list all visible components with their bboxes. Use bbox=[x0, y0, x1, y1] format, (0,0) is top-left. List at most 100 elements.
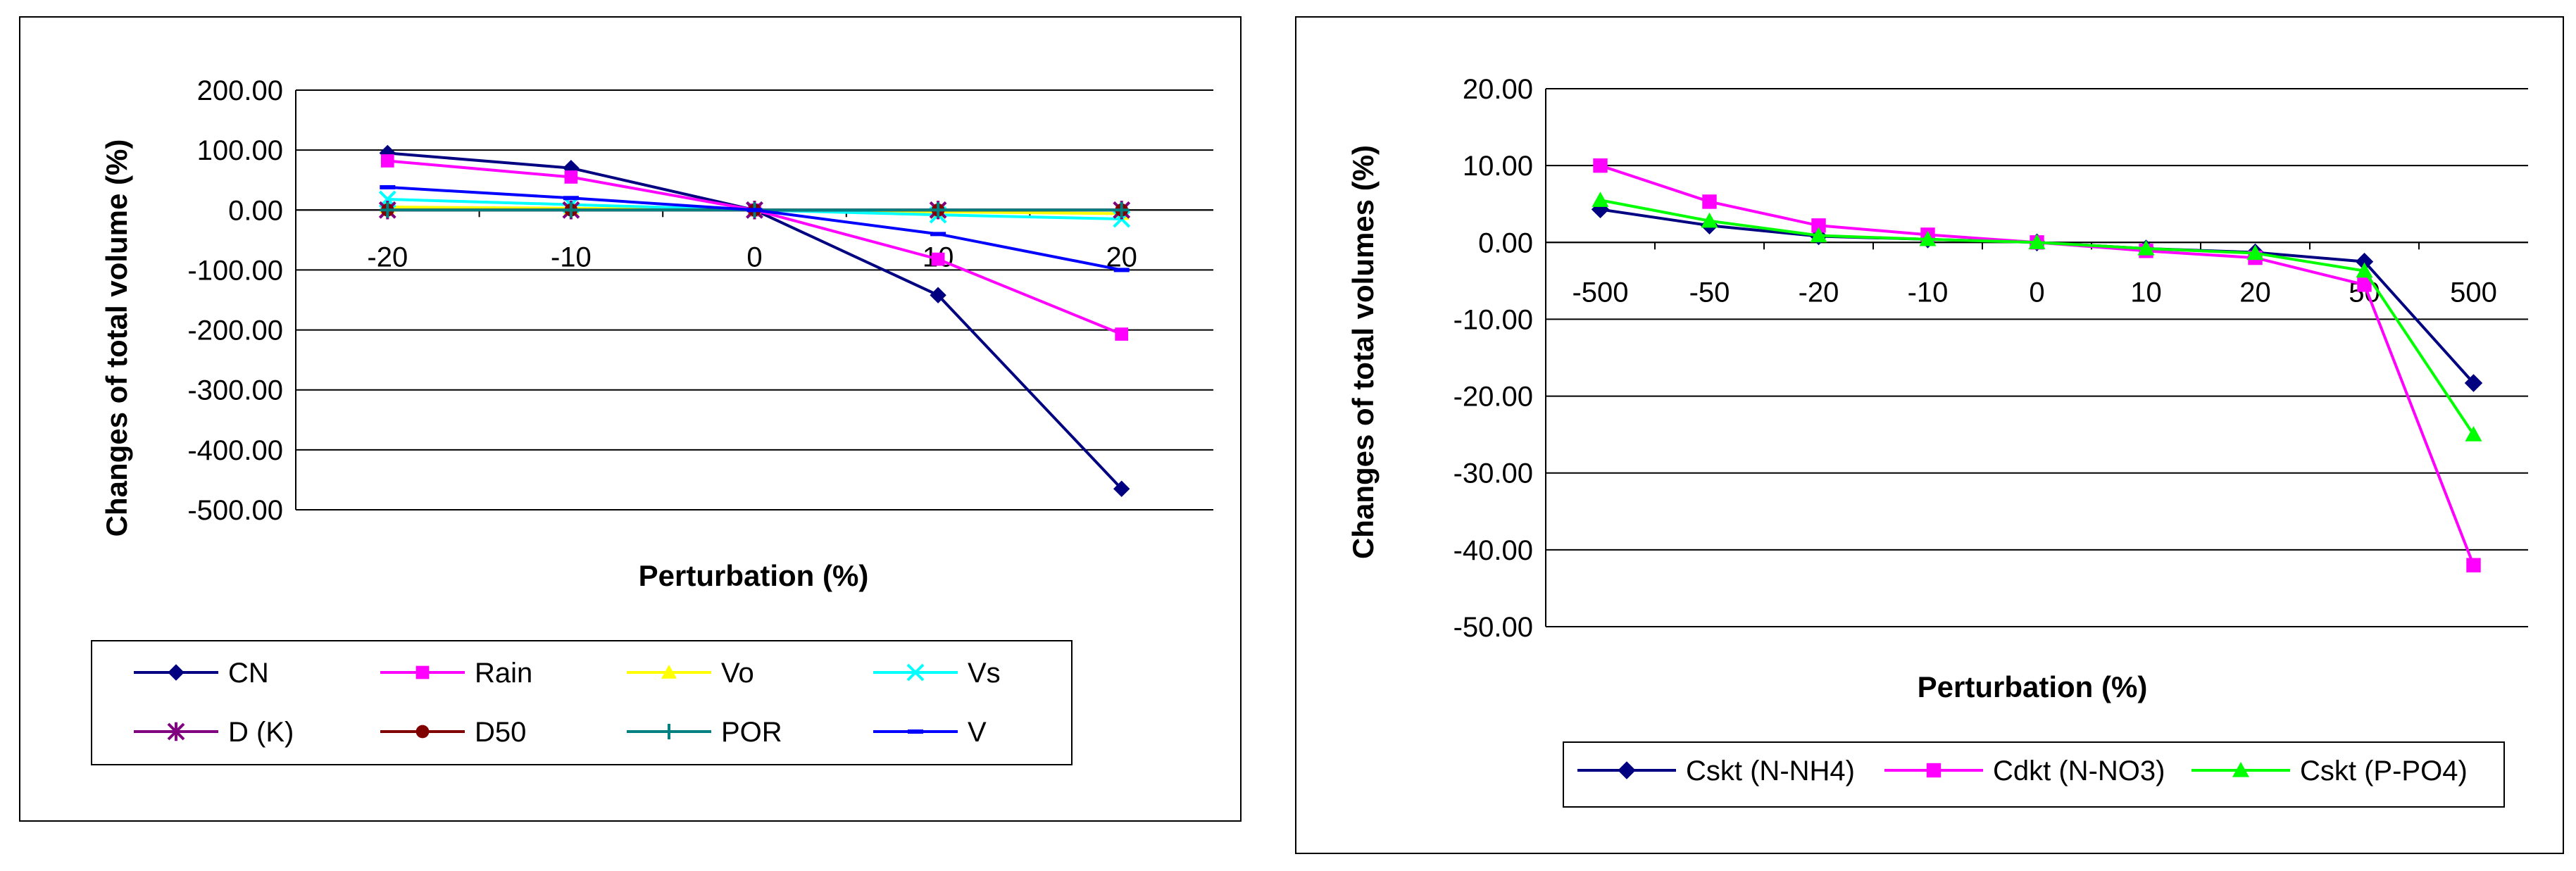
y-tick-label: 0.00 bbox=[1478, 227, 1533, 258]
data-point-cskt-p-po4 bbox=[2465, 426, 2482, 441]
legend-marker bbox=[908, 729, 923, 734]
chart-2-legend bbox=[1563, 741, 2505, 808]
data-point-cskt-p-po4 bbox=[2246, 244, 2264, 261]
legend-item-d50: D50 bbox=[380, 717, 526, 748]
chart-2-y-axis-title: Changes of total volumes (%) bbox=[1346, 145, 1380, 559]
legend-item-d-k: D (K) bbox=[134, 717, 294, 748]
y-tick-label: -300.00 bbox=[187, 375, 283, 406]
y-tick-label: 200.00 bbox=[197, 75, 283, 106]
legend-label: POR bbox=[721, 717, 782, 748]
legend-item-vs: Vs bbox=[873, 658, 1001, 689]
legend-item-por: POR bbox=[627, 717, 782, 748]
legend-marker bbox=[1618, 761, 1636, 779]
y-tick-label: -10.00 bbox=[1453, 304, 1533, 335]
legend-marker bbox=[1926, 763, 1942, 778]
data-point-cdkt-n-no3 bbox=[1702, 194, 1717, 209]
y-tick-label: 100.00 bbox=[197, 135, 283, 166]
legend-label: Vo bbox=[721, 658, 754, 689]
data-point-cdkt-n-no3 bbox=[2466, 558, 2481, 572]
series-v bbox=[380, 184, 1130, 272]
data-point-cdkt-n-no3 bbox=[1593, 158, 1608, 173]
legend-item-rain: Rain bbox=[380, 658, 532, 689]
y-tick-label: 10.00 bbox=[1463, 151, 1533, 182]
chart-2-series bbox=[1591, 158, 2483, 572]
data-point-rain bbox=[564, 170, 578, 184]
x-tick-label: 500 bbox=[2450, 277, 2497, 308]
y-tick-label: -400.00 bbox=[187, 435, 283, 466]
legend-label: Cskt (N-NH4) bbox=[1686, 756, 1855, 787]
legend-item-cdkt-n-no3: Cdkt (N-NO3) bbox=[1884, 756, 2165, 787]
data-point-cskt-p-po4 bbox=[2137, 240, 2155, 256]
legend-marker bbox=[168, 664, 185, 681]
data-point-v bbox=[1113, 268, 1130, 272]
legend-marker bbox=[415, 725, 430, 739]
y-tick-label: -30.00 bbox=[1453, 458, 1533, 489]
data-point-por bbox=[563, 202, 579, 218]
data-point-cn bbox=[1113, 480, 1130, 497]
legend-item-cn: CN bbox=[134, 658, 269, 689]
data-point-v bbox=[930, 232, 946, 237]
data-point-v bbox=[563, 196, 579, 201]
chart-1-legend-entries: CN Rain Vo Vs D (K) D50 POR V bbox=[134, 658, 1001, 748]
x-tick-label: -20 bbox=[1799, 277, 1839, 308]
legend-item-cskt-p-po4: Cskt (P-PO4) bbox=[2192, 756, 2468, 787]
chart-2-y-tick-labels: 20.00 10.00 0.00 -10.00 -20.00 -30.00 -40.00 -5… bbox=[1453, 74, 1533, 643]
data-point-cskt-n-nh4 bbox=[2464, 374, 2483, 392]
y-tick-label: -500.00 bbox=[187, 495, 283, 526]
chart-2-frame bbox=[1295, 16, 2564, 854]
legend-label: V bbox=[968, 717, 987, 748]
data-point-por bbox=[380, 202, 396, 218]
y-tick-label: -20.00 bbox=[1453, 382, 1533, 413]
legend-label: Cdkt (N-NO3) bbox=[1993, 756, 2165, 787]
chart-1-series bbox=[378, 144, 1131, 497]
y-tick-label: -100.00 bbox=[187, 255, 283, 286]
legend-marker bbox=[661, 724, 677, 739]
y-tick-label: 20.00 bbox=[1463, 74, 1533, 105]
chart-2-x-tick-labels: -500 -50 -20 -10 0 10 20 50 500 bbox=[1572, 277, 2496, 308]
chart-1-y-axis-title: Changes of total volume (%) bbox=[100, 139, 133, 537]
chart-2: 20.00 10.00 0.00 -10.00 -20.00 -30.00 -40.00 -5… bbox=[1295, 16, 2564, 854]
legend-label: Vs bbox=[968, 658, 1001, 689]
legend-label: D50 bbox=[475, 717, 526, 748]
series-cskt-p-po4 bbox=[1592, 192, 2482, 441]
data-point-por bbox=[930, 202, 946, 218]
x-tick-label: -20 bbox=[367, 242, 408, 272]
x-tick-label: 10 bbox=[2130, 277, 2162, 308]
chart-1: 200.00 100.00 0.00 -100.00 -200.00 -300.00 -40… bbox=[19, 16, 1242, 822]
data-point-cskt-p-po4 bbox=[1810, 227, 1827, 243]
data-point-cskt-p-po4 bbox=[2028, 234, 2046, 249]
data-point-cn bbox=[930, 287, 946, 303]
chart-2-x-axis-title: Perturbation (%) bbox=[1918, 670, 2148, 703]
y-tick-label: -50.00 bbox=[1453, 612, 1533, 643]
legend-marker bbox=[415, 665, 430, 679]
legend-marker bbox=[167, 722, 185, 741]
legend-label: D (K) bbox=[228, 717, 294, 748]
legend-marker bbox=[906, 663, 925, 682]
data-point-rain bbox=[931, 252, 945, 266]
x-tick-label: -10 bbox=[1908, 277, 1949, 308]
data-point-rain bbox=[380, 154, 394, 168]
chart-1-gridlines bbox=[296, 89, 1213, 510]
legend-item-vo: Vo bbox=[627, 658, 754, 689]
data-point-rain bbox=[1115, 327, 1129, 341]
legend-label: Rain bbox=[475, 658, 532, 689]
x-tick-label: 20 bbox=[2239, 277, 2271, 308]
legend-item-cskt-n-nh4: Cskt (N-NH4) bbox=[1577, 756, 1855, 787]
chart-2-legend-entries: Cskt (N-NH4) Cdkt (N-NO3) Cskt (P-PO4) bbox=[1577, 756, 2468, 787]
y-tick-label: -200.00 bbox=[187, 315, 283, 346]
legend-item-v: V bbox=[873, 717, 987, 748]
x-tick-label: -500 bbox=[1572, 277, 1628, 308]
data-point-cskt-p-po4 bbox=[1592, 192, 1609, 207]
x-tick-label: -10 bbox=[551, 242, 592, 272]
data-point-cdkt-n-no3 bbox=[1811, 218, 1826, 233]
x-tick-label: -50 bbox=[1689, 277, 1730, 308]
y-tick-label: 0.00 bbox=[228, 195, 283, 226]
data-point-cdkt-n-no3 bbox=[2357, 277, 2372, 292]
data-point-por bbox=[1113, 202, 1130, 218]
chart-1-x-axis-title: Perturbation (%) bbox=[639, 559, 869, 592]
data-point-cskt-p-po4 bbox=[2356, 262, 2373, 278]
legend-marker bbox=[661, 665, 677, 679]
legend-marker bbox=[2232, 762, 2249, 777]
